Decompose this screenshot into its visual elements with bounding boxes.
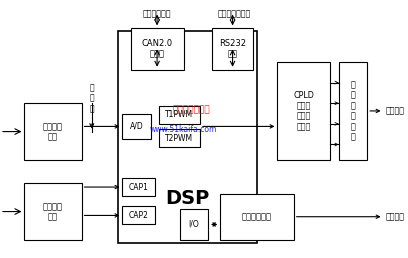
Text: T2PWM: T2PWM (166, 134, 193, 142)
Text: CAN2.0
控制器: CAN2.0 控制器 (142, 39, 173, 59)
Bar (180, 209, 208, 240)
Text: 功率器件: 功率器件 (386, 107, 405, 115)
Bar (277, 62, 330, 160)
Text: A/D: A/D (130, 122, 144, 131)
Text: 远程通讯接口: 远程通讯接口 (143, 9, 171, 18)
Bar (122, 178, 155, 196)
Text: 显示、控制接口: 显示、控制接口 (218, 9, 251, 18)
Bar (159, 129, 200, 147)
Bar (220, 194, 294, 240)
Bar (24, 103, 82, 160)
Text: 无线电子开发板: 无线电子开发板 (173, 105, 211, 114)
Bar (118, 31, 257, 243)
Bar (122, 206, 155, 224)
Text: 外部设备: 外部设备 (386, 212, 405, 221)
Text: T1PWM: T1PWM (166, 110, 193, 119)
Bar (159, 106, 200, 124)
Text: 功率放大电路: 功率放大电路 (242, 212, 272, 221)
Text: www.51kaifa.com: www.51kaifa.com (150, 125, 217, 133)
Text: 采样滤波
电路: 采样滤波 电路 (43, 122, 63, 141)
Text: I/O: I/O (188, 220, 199, 229)
Text: DSP: DSP (166, 189, 210, 208)
Text: CAP2: CAP2 (129, 211, 149, 220)
Text: RS232
接口: RS232 接口 (219, 39, 246, 59)
Bar (339, 62, 367, 160)
Text: CAP1: CAP1 (129, 183, 149, 191)
Bar (24, 183, 82, 240)
Text: 隔
离
驱
动
电
路: 隔 离 驱 动 电 路 (350, 80, 355, 141)
Bar (122, 114, 151, 139)
Bar (131, 28, 184, 70)
Text: CPLD
反相及
死区生
成单元: CPLD 反相及 死区生 成单元 (293, 91, 315, 131)
Text: 脉
冲
源: 脉 冲 源 (89, 83, 94, 113)
Bar (212, 28, 253, 70)
Text: 磁偏检测
电路: 磁偏检测 电路 (43, 202, 63, 221)
